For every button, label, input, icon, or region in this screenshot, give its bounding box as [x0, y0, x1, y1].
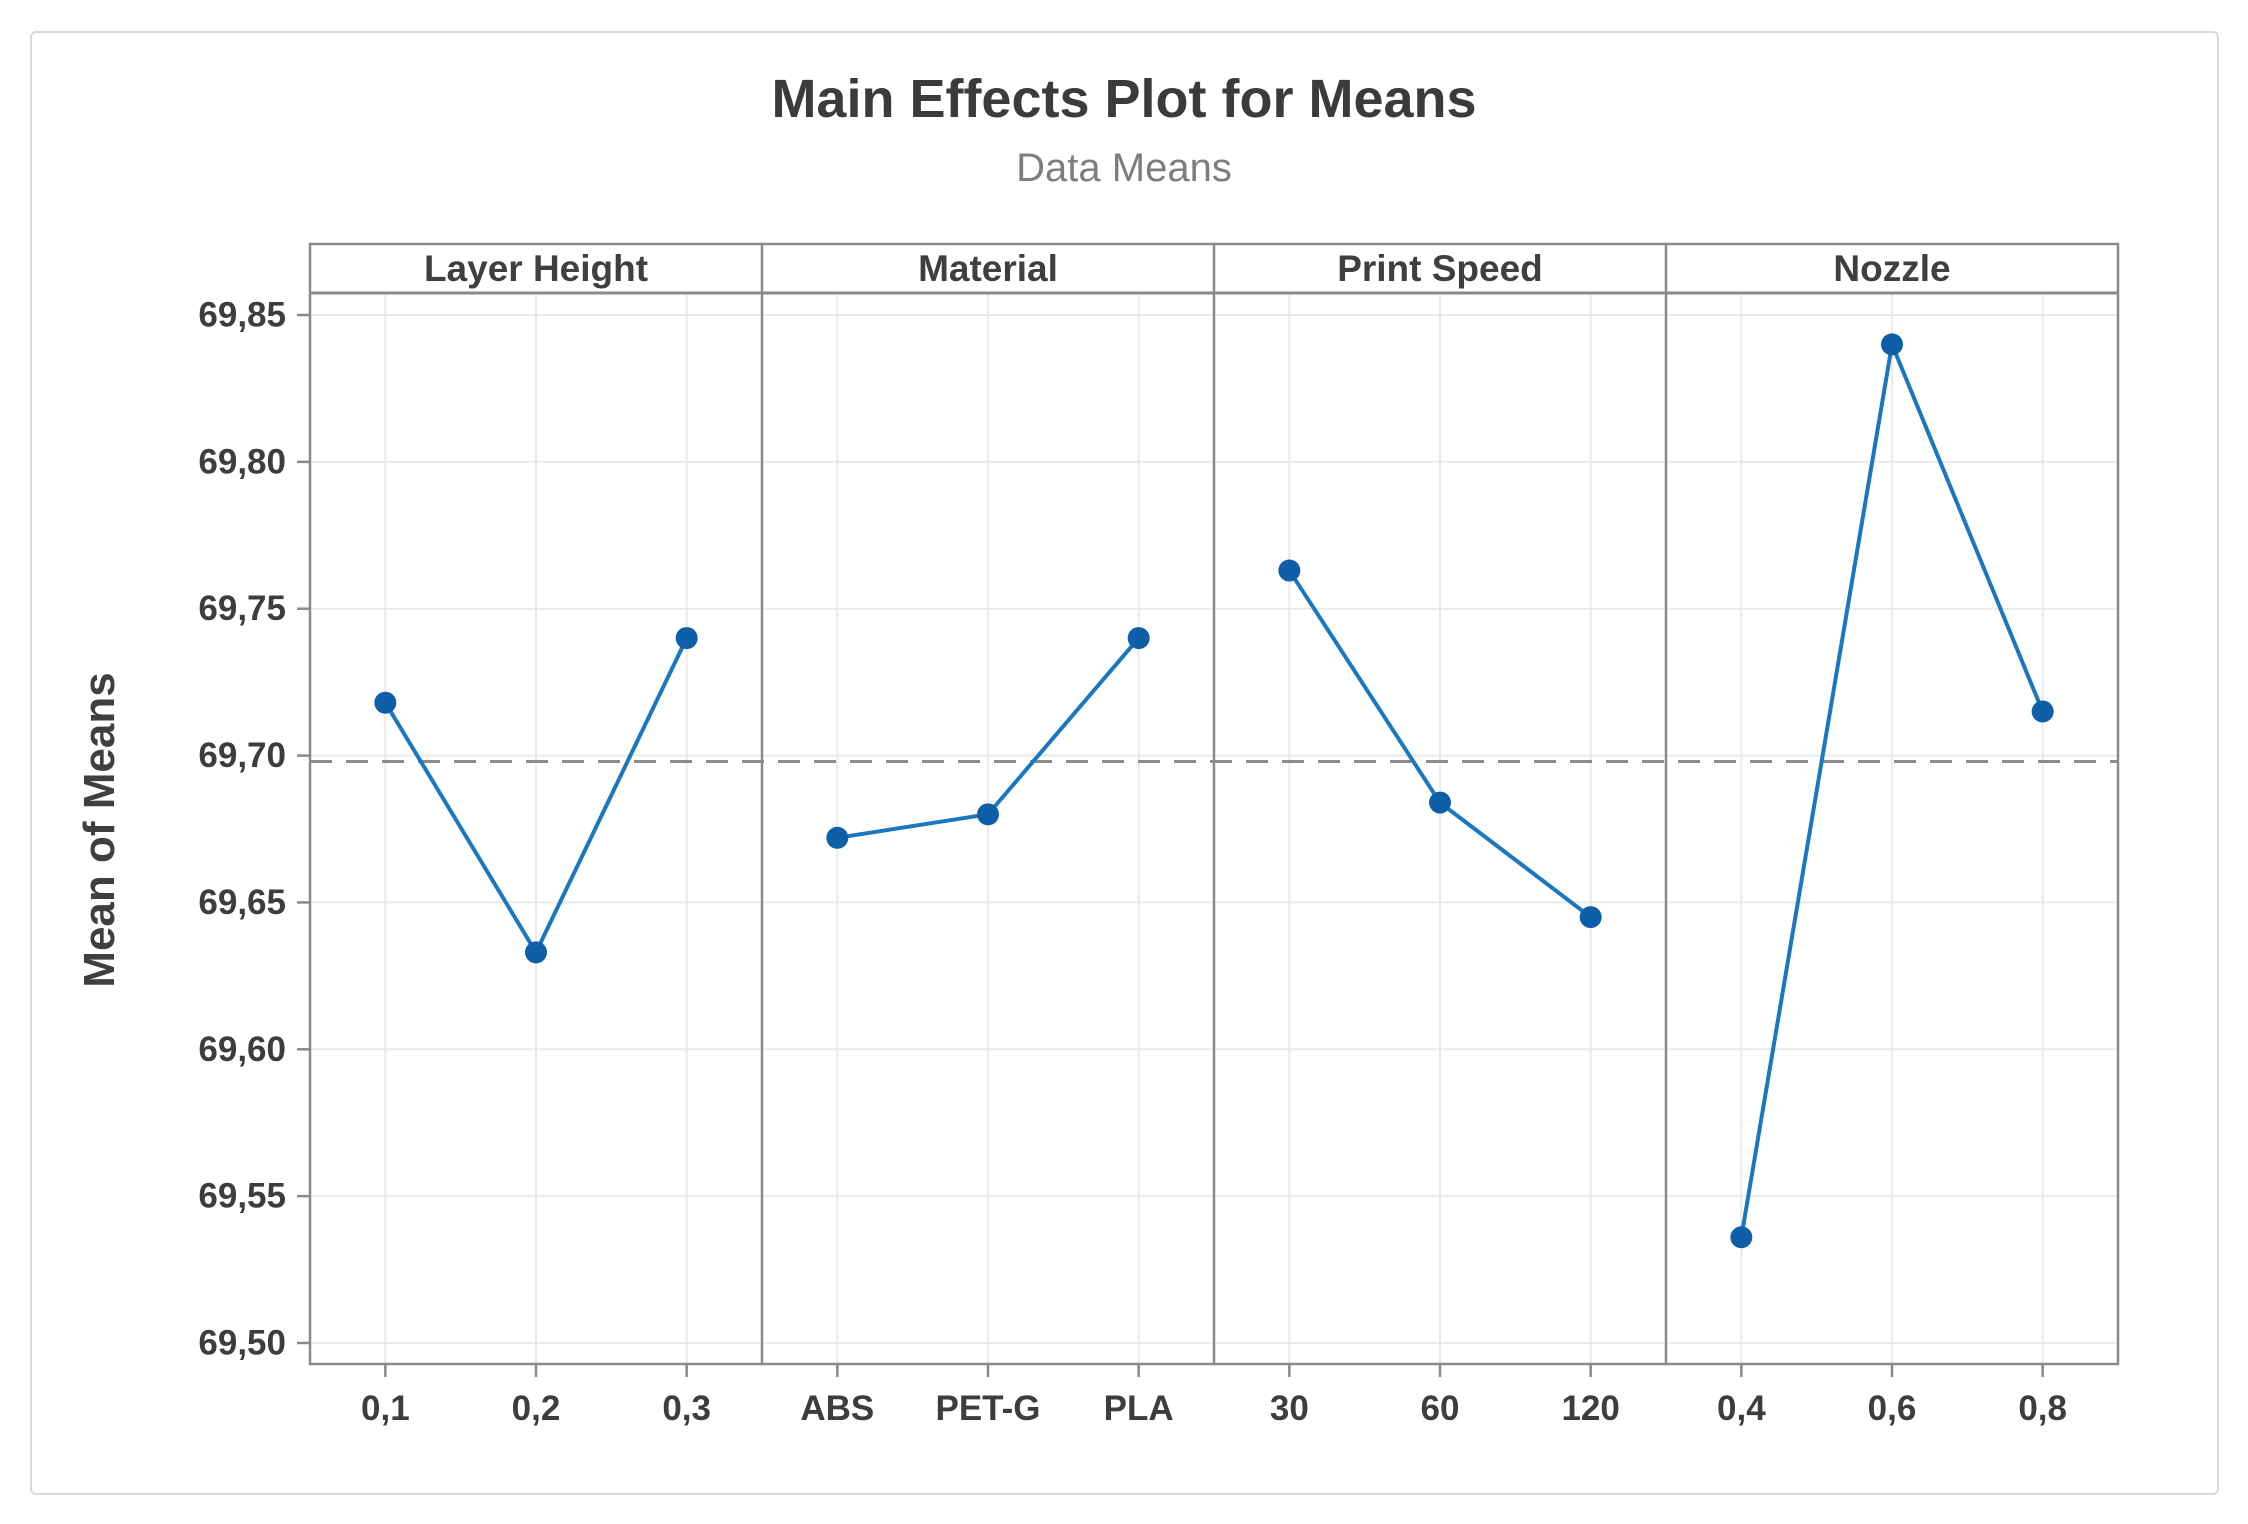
data-point	[1730, 1226, 1753, 1249]
panel-header-label: Layer Height	[424, 248, 648, 289]
y-tick-label: 69,55	[198, 1177, 286, 1216]
data-point	[977, 803, 999, 826]
figure-border	[30, 31, 2219, 1495]
y-tick-label: 69,50	[198, 1324, 286, 1363]
x-tick-label: 0,3	[662, 1389, 711, 1428]
data-point	[675, 627, 698, 650]
panel-header-label: Nozzle	[1833, 248, 1950, 289]
data-point	[374, 691, 397, 714]
chart-title: Main Effects Plot for Means	[771, 69, 1477, 129]
data-point	[1127, 627, 1150, 650]
x-tick-label: 0,8	[2018, 1389, 2067, 1428]
data-point	[1881, 333, 1903, 356]
x-tick-label: 30	[1270, 1389, 1309, 1428]
data-point	[826, 826, 849, 849]
y-tick-label: 69,65	[198, 883, 286, 922]
x-tick-label: 0,1	[361, 1389, 410, 1428]
x-tick-label: 0,2	[512, 1389, 561, 1428]
x-tick-label: 120	[1561, 1389, 1619, 1428]
data-point	[2031, 700, 2054, 723]
data-point	[1278, 559, 1301, 582]
y-tick-label: 69,70	[198, 736, 286, 775]
data-point	[1579, 906, 1602, 929]
y-tick-label: 69,75	[198, 589, 286, 628]
y-tick-label: 69,80	[198, 442, 286, 481]
data-point	[525, 941, 547, 964]
y-tick-label: 69,85	[198, 296, 286, 335]
x-tick-label: 0,4	[1717, 1389, 1766, 1428]
panel-header-label: Material	[918, 248, 1058, 289]
x-tick-label: 0,6	[1868, 1389, 1917, 1428]
x-tick-label: PET-G	[935, 1389, 1040, 1428]
chart-subtitle: Data Means	[1016, 146, 1232, 190]
x-tick-label: ABS	[800, 1389, 874, 1428]
data-point	[1429, 791, 1451, 814]
x-tick-label: PLA	[1104, 1389, 1174, 1428]
panel-header-label: Print Speed	[1337, 248, 1543, 289]
x-tick-label: 60	[1421, 1389, 1460, 1428]
y-tick-label: 69,60	[198, 1030, 286, 1069]
